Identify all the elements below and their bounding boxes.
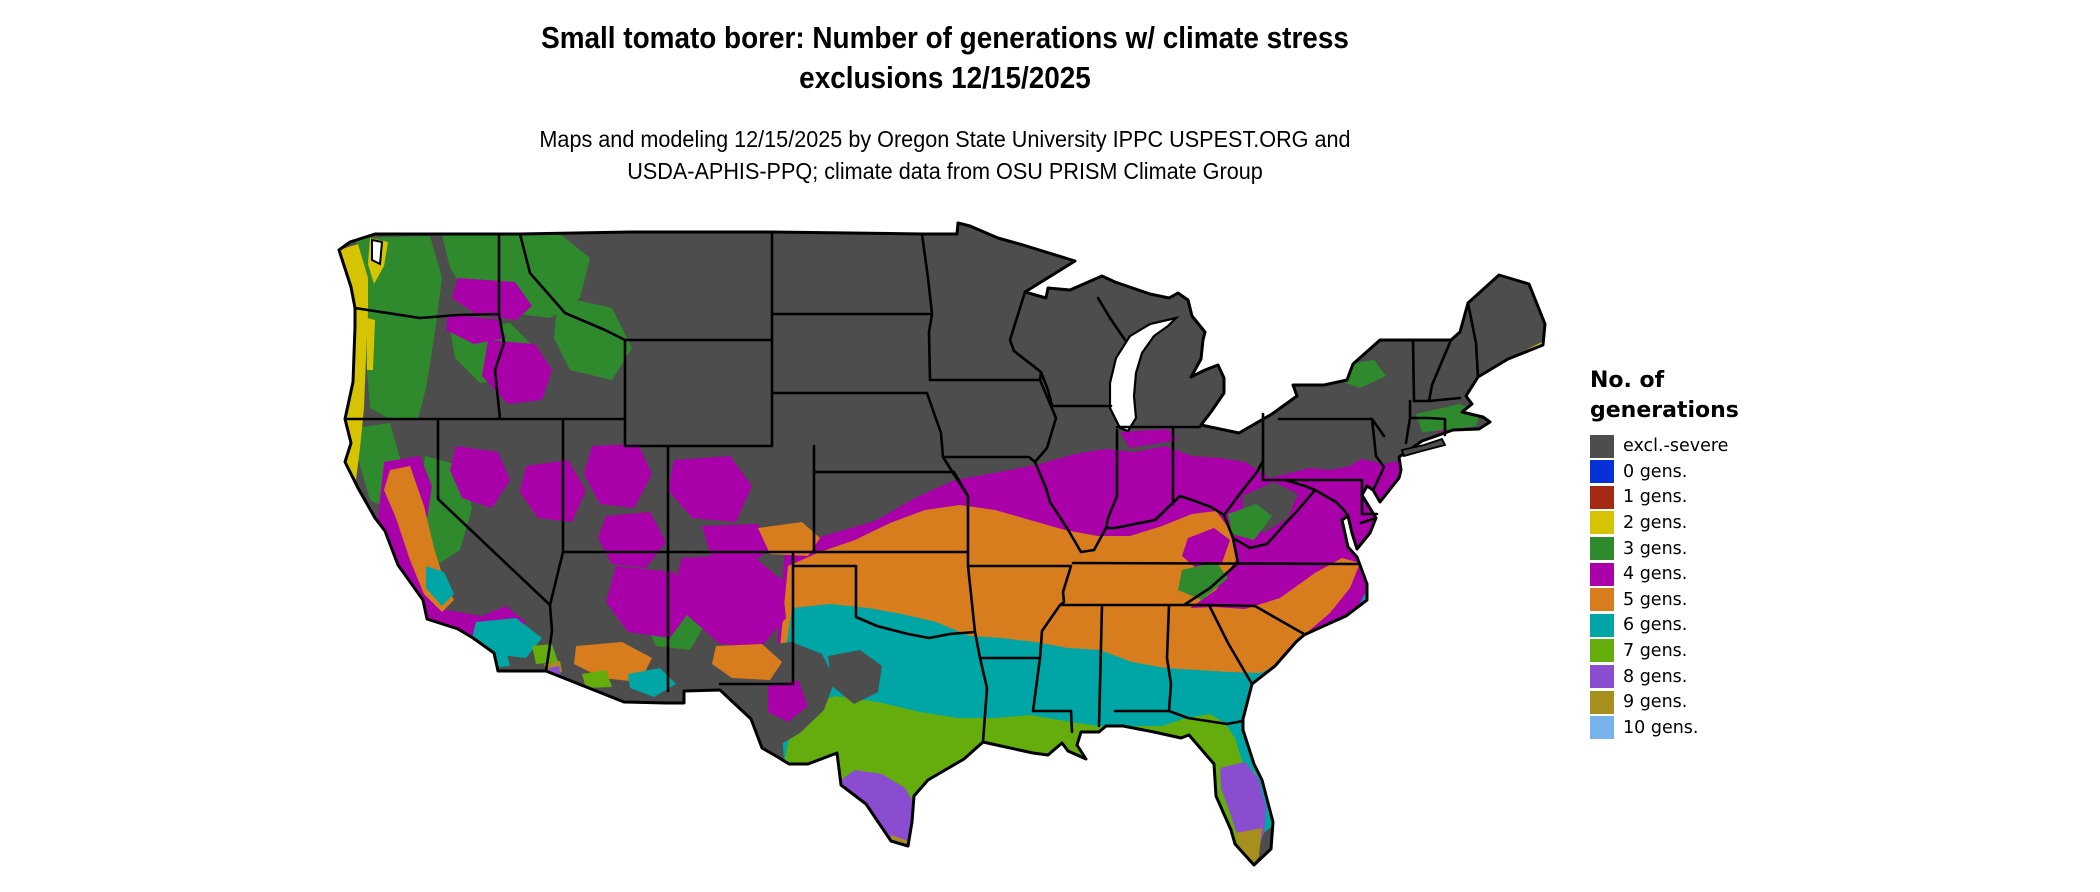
map-title-line1: Small tomato borer: Number of generation… bbox=[541, 20, 1349, 55]
legend-label: 6 gens. bbox=[1623, 615, 1688, 636]
puget-sound bbox=[371, 238, 384, 266]
legend-label: 3 gens. bbox=[1623, 538, 1688, 559]
lake-michigan bbox=[1108, 316, 1180, 433]
legend-item: 2 gens. bbox=[1590, 510, 1810, 536]
legend-title-line2: generations bbox=[1590, 397, 1739, 423]
map-subtitle: Maps and modeling 12/15/2025 by Oregon S… bbox=[76, 124, 1815, 187]
legend-label: 0 gens. bbox=[1623, 461, 1688, 482]
map-subtitle-line2: USDA-APHIS-PPQ; climate data from OSU PR… bbox=[627, 157, 1263, 184]
legend-item: 9 gens. bbox=[1590, 689, 1810, 715]
legend-swatch bbox=[1590, 434, 1614, 458]
legend-swatch bbox=[1590, 716, 1614, 740]
legend-label: 2 gens. bbox=[1623, 512, 1688, 533]
long-island bbox=[1400, 437, 1447, 458]
legend-swatch bbox=[1590, 613, 1614, 637]
map-title: Small tomato borer: Number of generation… bbox=[95, 18, 1796, 97]
legend-item: 1 gens. bbox=[1590, 485, 1810, 511]
map-subtitle-line1: Maps and modeling 12/15/2025 by Oregon S… bbox=[539, 126, 1351, 152]
legend-label: 9 gens. bbox=[1623, 692, 1688, 713]
legend-label: 7 gens. bbox=[1623, 640, 1688, 661]
legend-swatch bbox=[1590, 537, 1614, 561]
legend-swatch bbox=[1590, 665, 1614, 689]
legend-swatch bbox=[1590, 588, 1614, 612]
raster-fill-layers bbox=[339, 223, 1545, 879]
map-title-line2: exclusions 12/15/2025 bbox=[799, 59, 1091, 95]
legend-label: 8 gens. bbox=[1623, 666, 1688, 687]
legend-item: excl.-severe bbox=[1590, 433, 1810, 459]
legend-swatch bbox=[1590, 460, 1614, 484]
legend-item: 4 gens. bbox=[1590, 561, 1810, 587]
legend-item: 8 gens. bbox=[1590, 664, 1810, 690]
us-map-svg bbox=[337, 221, 1547, 879]
legend-label: 1 gens. bbox=[1623, 487, 1688, 508]
legend-item: 10 gens. bbox=[1590, 715, 1810, 741]
legend-item: 3 gens. bbox=[1590, 536, 1810, 562]
us-generations-map bbox=[330, 218, 1555, 880]
legend-swatch bbox=[1590, 485, 1614, 509]
legend-swatch bbox=[1590, 562, 1614, 586]
legend-label: excl.-severe bbox=[1623, 436, 1729, 457]
band-9-gens bbox=[890, 828, 1262, 865]
legend-label: 4 gens. bbox=[1623, 564, 1688, 585]
legend-title-line1: No. of bbox=[1590, 368, 1665, 393]
legend-swatch bbox=[1590, 511, 1614, 535]
us-outline bbox=[337, 221, 1547, 867]
legend-item: 5 gens. bbox=[1590, 587, 1810, 613]
legend-label: 5 gens. bbox=[1623, 589, 1688, 610]
legend-title: No. of generations bbox=[1590, 366, 1810, 425]
patches-4-gens bbox=[378, 278, 1470, 722]
legend-item: 7 gens. bbox=[1590, 638, 1810, 664]
legend-item: 0 gens. bbox=[1590, 459, 1810, 485]
state-borders bbox=[343, 232, 1480, 744]
legend: No. of generations excl.-severe 0 gens. … bbox=[1590, 366, 1810, 741]
band-10-gens-keys bbox=[1220, 872, 1250, 879]
legend-label: 10 gens. bbox=[1623, 717, 1699, 738]
legend-swatch bbox=[1590, 639, 1614, 663]
legend-item: 6 gens. bbox=[1590, 613, 1810, 639]
legend-swatch bbox=[1590, 690, 1614, 714]
